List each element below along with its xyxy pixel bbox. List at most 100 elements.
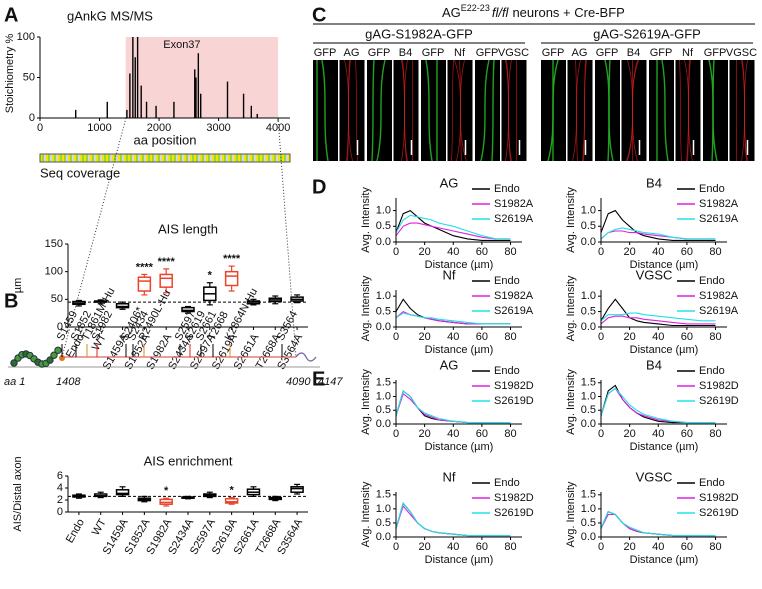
coverage-stripe — [248, 154, 250, 162]
chart-title: AIS length — [158, 221, 218, 236]
coverage-stripe — [146, 154, 148, 162]
y-tick-label: 0.5 — [376, 305, 391, 317]
coverage-stripe — [198, 154, 200, 162]
x-axis-label: Distance (µm) — [630, 441, 699, 453]
legend-label: Endo — [494, 477, 520, 489]
coverage-stripe — [252, 154, 254, 162]
title-sup: E22-23 — [461, 3, 490, 13]
neurite — [491, 59, 495, 162]
domain-bead — [46, 356, 54, 364]
coverage-stripe — [48, 154, 50, 162]
coverage-stripe — [230, 154, 232, 162]
coverage-stripe — [186, 154, 188, 162]
y-tick-label: 1.0 — [581, 204, 596, 216]
neurite — [451, 59, 454, 162]
coverage-stripe — [132, 154, 134, 162]
coverage-stripe — [64, 154, 66, 162]
neurite — [505, 59, 512, 162]
y-tick-label: 1.0 — [581, 503, 596, 515]
tail — [295, 352, 317, 362]
sequence-end: aa 1 — [4, 376, 25, 388]
channel-label: AG — [572, 47, 588, 59]
y-axis-label: Stoichiometry % — [4, 34, 16, 114]
panel-label: E — [312, 368, 325, 390]
coverage-stripe — [68, 154, 70, 162]
y-tick-label: 0.0 — [581, 236, 596, 248]
coverage-stripe — [110, 154, 112, 162]
coverage-stripe — [54, 154, 56, 162]
coverage-stripe — [130, 154, 132, 162]
y-tick-label: 0 — [57, 321, 63, 333]
coverage-stripe — [222, 154, 224, 162]
coverage-stripe — [210, 154, 212, 162]
channel-label: VGSC — [726, 47, 757, 59]
y-tick-label: 1.5 — [376, 377, 391, 389]
coverage-bar — [40, 154, 290, 162]
y-tick-label: 1.0 — [581, 390, 596, 402]
coverage-stripe — [202, 154, 204, 162]
y-tick-label: 6 — [57, 470, 63, 482]
micrograph — [729, 60, 755, 161]
x-tick-label: 20 — [419, 246, 431, 258]
channel-label: AG — [344, 47, 360, 59]
series-line — [600, 387, 716, 424]
coverage-stripe — [246, 154, 248, 162]
chart-title: AIS enrichment — [144, 453, 233, 468]
x-tick-label: 80 — [709, 541, 721, 553]
coverage-stripe — [226, 154, 228, 162]
legend-label: Endo — [699, 183, 725, 195]
series-line — [395, 209, 511, 241]
y-tick-label: 1.5 — [581, 377, 596, 389]
x-tick-label: 0 — [393, 541, 399, 553]
neurite — [679, 59, 682, 162]
coverage-stripe — [58, 154, 60, 162]
coverage-stripe — [206, 154, 208, 162]
y-tick-label: 0.5 — [376, 404, 391, 416]
coverage-stripe — [124, 154, 126, 162]
chart-title: B4 — [646, 357, 662, 372]
y-tick-label: 1.0 — [376, 503, 391, 515]
legend-label: S1982A — [699, 290, 739, 302]
legend-label: S2619A — [699, 213, 739, 225]
coverage-stripe — [168, 154, 170, 162]
series-line — [395, 312, 511, 325]
coverage-stripe — [266, 154, 268, 162]
coverage-stripe — [98, 154, 100, 162]
x-tick-label: 60 — [476, 331, 488, 343]
coverage-stripe — [144, 154, 146, 162]
y-tick-label: 1.5 — [376, 489, 391, 501]
x-tick-label: 40 — [652, 246, 664, 258]
coverage-stripe — [236, 154, 238, 162]
x-tick-label: 40 — [447, 541, 459, 553]
legend-label: S1982D — [494, 492, 534, 504]
coverage-stripe — [260, 154, 262, 162]
y-tick-label: 0.5 — [581, 404, 596, 416]
coverage-stripe — [258, 154, 260, 162]
x-tick-label: 80 — [504, 541, 516, 553]
x-tick-label: 80 — [504, 428, 516, 440]
coverage-stripe — [108, 154, 110, 162]
x-tick-label: 60 — [476, 541, 488, 553]
coverage-stripe — [174, 154, 176, 162]
coverage-stripe — [44, 154, 46, 162]
channel-label: B4 — [399, 47, 412, 59]
x-tick-label: 20 — [419, 541, 431, 553]
domain-bead — [50, 351, 58, 359]
channel-label: Nf — [682, 47, 694, 59]
group-label: gAG-S2619A-GFP — [593, 26, 701, 41]
x-tick-label: 60 — [681, 246, 693, 258]
coverage-stripe — [228, 154, 230, 162]
title-rest: neurons + Cre-BFP — [512, 5, 624, 20]
channel-label: VGSC — [498, 47, 529, 59]
coverage-stripe — [104, 154, 106, 162]
exon-region — [125, 37, 279, 118]
series-line — [600, 312, 716, 322]
coverage-stripe — [204, 154, 206, 162]
chart-title: AG — [440, 175, 459, 190]
y-tick-label: 1.0 — [376, 204, 391, 216]
micrograph — [393, 60, 419, 161]
x-tick-label: 2000 — [147, 122, 171, 134]
channel-label: B4 — [627, 47, 640, 59]
coverage-stripe — [212, 154, 214, 162]
coverage-stripe — [118, 154, 120, 162]
